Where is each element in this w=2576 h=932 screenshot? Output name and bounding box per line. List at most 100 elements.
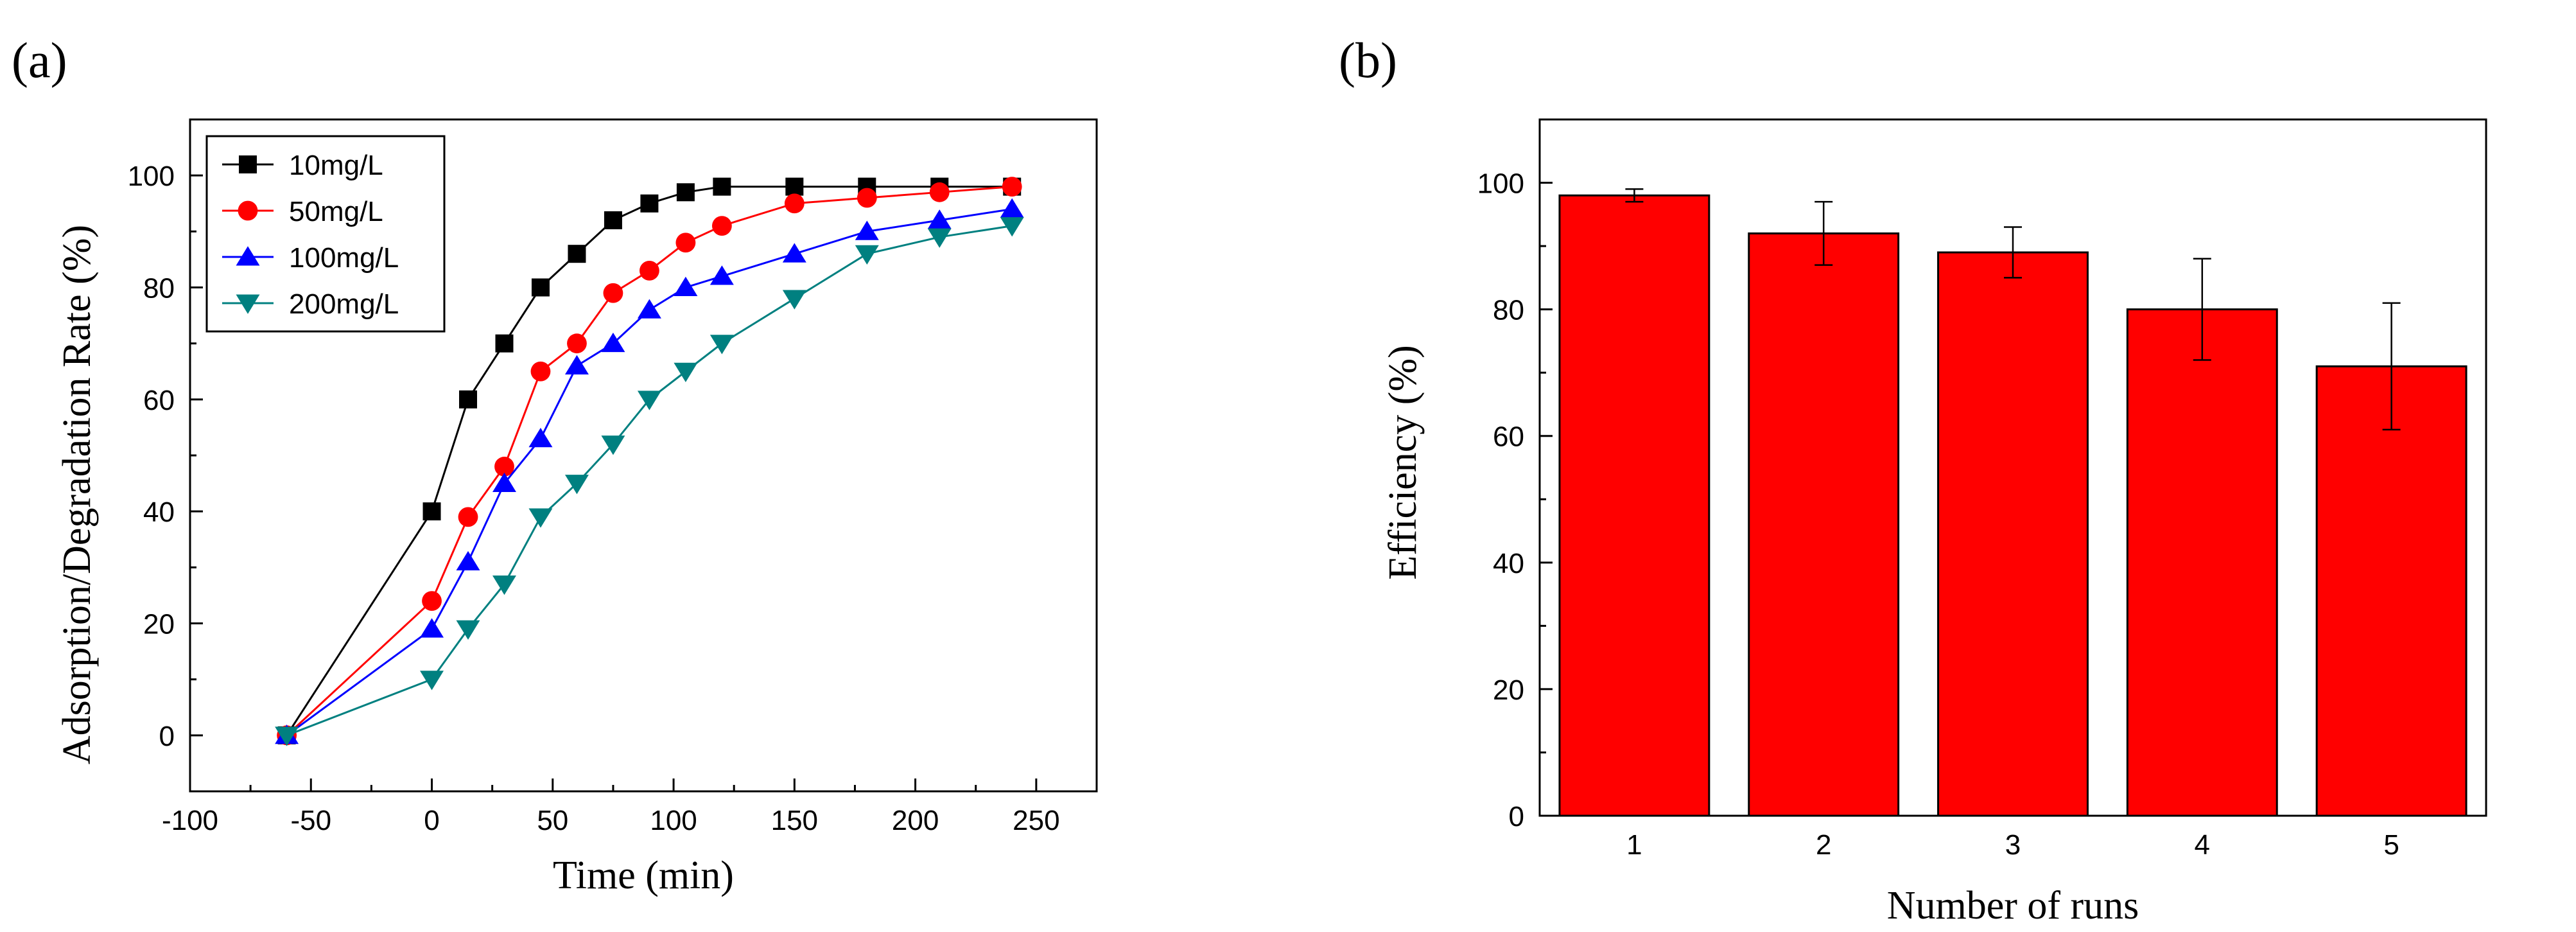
- x-tick-label: -100: [162, 805, 218, 836]
- data-point: [927, 209, 952, 229]
- bar-run-5: [2315, 365, 2467, 817]
- y-tick-label: 100: [1477, 168, 1524, 200]
- x-tick-label: 4: [2195, 829, 2210, 861]
- data-point: [1002, 177, 1022, 197]
- y-tick-label: 60: [143, 385, 175, 416]
- data-point: [785, 177, 804, 196]
- legend-marker: [239, 155, 257, 173]
- data-point: [275, 726, 299, 746]
- data-point: [713, 177, 731, 196]
- panel-a-label: (a): [12, 32, 67, 88]
- x-tick-label: 5: [2383, 829, 2399, 861]
- legend-label: 10mg/L: [289, 150, 383, 181]
- y-tick-label: 60: [1493, 421, 1524, 453]
- panel-b-x-axis-label: Number of runs: [1887, 884, 2139, 928]
- data-point: [458, 507, 478, 527]
- y-tick-label: 20: [1493, 674, 1524, 706]
- data-point: [422, 502, 441, 521]
- y-tick-label: 40: [1493, 548, 1524, 579]
- data-point: [675, 233, 696, 253]
- x-tick-label: -50: [290, 805, 331, 836]
- data-point: [531, 278, 550, 297]
- legend-label: 50mg/L: [289, 196, 383, 227]
- y-tick-label: 20: [143, 609, 175, 640]
- legend-marker: [236, 294, 260, 314]
- data-point: [564, 475, 589, 495]
- data-point: [782, 290, 806, 310]
- panel-a-legend: 10mg/L 50mg/L 100mg/L 200mg/L: [205, 135, 446, 333]
- x-tick-label: 1: [1626, 829, 1642, 861]
- data-point: [601, 435, 625, 455]
- data-point: [674, 362, 698, 383]
- x-tick-label: 100: [650, 805, 697, 836]
- panel-a-y-axis-label: Adsorption/Degradation Rate (%): [55, 225, 99, 764]
- data-point: [603, 283, 623, 303]
- series-10mg/L: [277, 177, 1022, 744]
- data-point: [782, 243, 806, 263]
- y-tick-label: 80: [143, 273, 175, 304]
- series-line: [286, 186, 1013, 736]
- legend-label: 100mg/L: [289, 242, 399, 274]
- data-point: [637, 299, 661, 319]
- y-tick-label: 80: [1493, 295, 1524, 326]
- bar-run-1: [1558, 194, 1710, 817]
- x-tick-label: 0: [424, 805, 439, 836]
- x-tick-label: 200: [892, 805, 939, 836]
- data-point: [637, 391, 661, 410]
- data-point: [927, 228, 952, 248]
- data-point: [492, 576, 516, 595]
- data-point: [857, 188, 877, 208]
- x-tick-label: 150: [771, 805, 818, 836]
- data-point: [855, 220, 879, 240]
- legend-entry: 200mg/L: [222, 288, 399, 320]
- data-point: [567, 333, 587, 354]
- x-tick-label: 250: [1013, 805, 1059, 836]
- data-point: [530, 361, 551, 382]
- legend-entry: 50mg/L: [222, 196, 383, 227]
- data-point: [459, 390, 478, 409]
- data-point: [495, 334, 514, 353]
- data-point: [456, 550, 480, 571]
- y-tick-label: 100: [128, 161, 175, 192]
- legend-marker: [238, 200, 258, 221]
- data-point: [601, 332, 625, 353]
- panel-a-series: [275, 177, 1024, 746]
- legend-label: 200mg/L: [289, 288, 399, 320]
- bar-run-4: [2126, 308, 2278, 817]
- data-point: [564, 355, 589, 374]
- data-point: [528, 428, 553, 448]
- x-tick-label: 3: [2005, 829, 2021, 861]
- data-point: [568, 245, 586, 263]
- data-point: [711, 216, 732, 236]
- series-line: [286, 186, 1013, 736]
- legend-marker: [236, 246, 260, 266]
- data-point: [784, 193, 805, 214]
- panel-a-x-axis-label: Time (min): [553, 854, 734, 897]
- data-point: [1000, 198, 1024, 218]
- legend-entry: 10mg/L: [222, 150, 383, 181]
- data-point: [674, 276, 698, 296]
- y-tick-label: 0: [159, 721, 175, 752]
- panel-b-bars: [1558, 188, 2467, 817]
- series-200mg/L: [275, 217, 1024, 746]
- data-point: [640, 260, 659, 281]
- data-point: [456, 620, 480, 640]
- series-50mg/L: [277, 177, 1022, 746]
- series-line: [286, 207, 1013, 737]
- panel-b-y-axis-label: Efficiency (%): [1381, 345, 1425, 580]
- panel-b-label: (b): [1339, 32, 1397, 88]
- data-point: [492, 472, 516, 493]
- data-point: [604, 211, 622, 229]
- data-point: [422, 591, 442, 611]
- panel-a-line-chart: (a) -100 -50 0 50 100 150 200 250 0 20 40 60 80 100 1…: [12, 32, 1098, 897]
- data-point: [1000, 217, 1024, 237]
- data-point: [676, 183, 695, 202]
- panel-b-bar-chart: (b) 0 20 40 60 80 100 1 2 3 4 5 Number of runs Eff…: [1339, 32, 2487, 928]
- x-tick-label: 50: [537, 805, 568, 836]
- data-point: [709, 335, 734, 355]
- panel-a-axes: -100 -50 0 50 100 150 200 250 0 20 40 60 80 100: [128, 118, 1098, 836]
- data-point: [494, 457, 514, 477]
- bar-run-2: [1748, 232, 1900, 817]
- bar-run-3: [1937, 251, 2089, 817]
